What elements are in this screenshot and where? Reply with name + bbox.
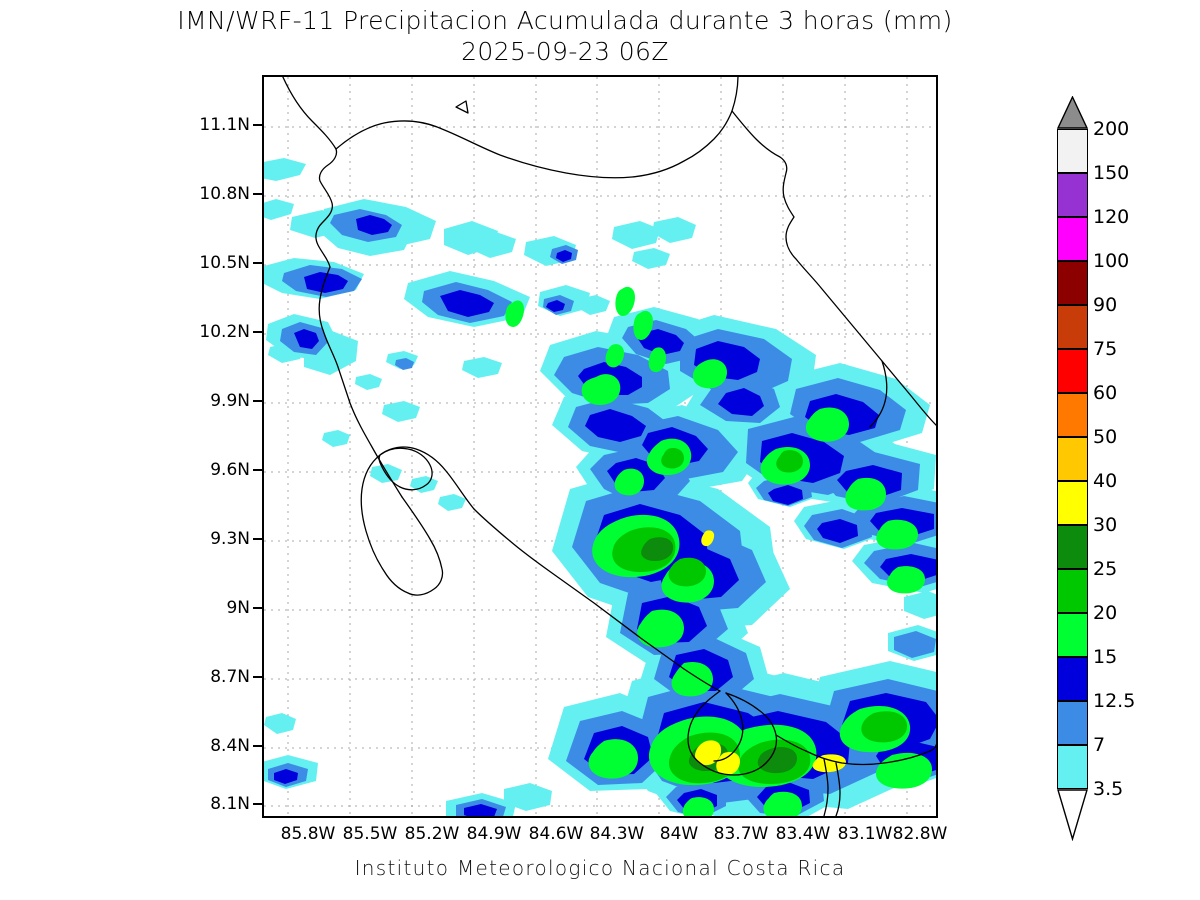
y-tick-10: 8.1N [210, 794, 250, 814]
colorbar-label-25: 25 [1093, 558, 1118, 580]
colorbar-label-30: 30 [1093, 514, 1118, 536]
x-tick-3: 84.9W [466, 824, 522, 844]
colorbar-label-200: 200 [1093, 118, 1130, 140]
colorbar-label-7: 7 [1093, 734, 1106, 756]
colorbar-over-arrow [1057, 96, 1088, 129]
title-line-2: 2025-09-23 06Z [461, 36, 669, 66]
colorbar-cell-20 [1057, 613, 1088, 657]
x-tick-4: 84.6W [528, 824, 584, 844]
x-tick-9: 83.1W [837, 824, 893, 844]
x-tick-8: 83.4W [775, 824, 831, 844]
colorbar-cell-60 [1057, 393, 1088, 437]
colorbar-label-60: 60 [1093, 382, 1118, 404]
y-tickmark-7 [253, 607, 262, 609]
colorbar-label-100: 100 [1093, 250, 1130, 272]
colorbar-cell-7 [1057, 745, 1088, 789]
y-tick-0: 11.1N [199, 115, 250, 135]
colorbar-label-15: 15 [1093, 646, 1118, 668]
colorbar-cell-75 [1057, 349, 1088, 393]
x-tick-6: 84W [659, 824, 699, 844]
x-tick-7: 83.7W [713, 824, 769, 844]
colorbar-label-3.5: 3.5 [1093, 778, 1124, 800]
y-tickmark-9 [253, 745, 262, 747]
colorbar-label-40: 40 [1093, 470, 1118, 492]
y-tick-2: 10.5N [199, 253, 250, 273]
y-tick-1: 10.8N [199, 184, 250, 204]
y-tickmark-0 [253, 124, 262, 126]
colorbar-cell-100 [1057, 261, 1088, 305]
map-plot-area [262, 75, 938, 818]
colorbar-cell-12.5 [1057, 701, 1088, 745]
chart-title: IMN/WRF-11 Precipitacion Acumulada duran… [0, 6, 1130, 67]
y-tickmark-1 [253, 193, 262, 195]
x-tick-10: 82.8W [892, 824, 948, 844]
x-tick-0: 85.8W [280, 824, 336, 844]
y-tick-6: 9.3N [210, 529, 250, 549]
colorbar-cell-150 [1057, 173, 1088, 217]
colorbar-cell-30 [1057, 525, 1088, 569]
y-tick-8: 8.7N [210, 667, 250, 687]
y-tickmark-8 [253, 676, 262, 678]
colorbar-label-120: 120 [1093, 206, 1130, 228]
coastlines [282, 77, 936, 816]
colorbar-label-150: 150 [1093, 162, 1130, 184]
colorbar: 200 150 120 100 90 75 60 50 40 30 25 20 … [1057, 96, 1135, 841]
map-canvas [264, 77, 936, 816]
y-tickmark-5 [253, 469, 262, 471]
y-tickmark-2 [253, 262, 262, 264]
colorbar-label-20: 20 [1093, 602, 1118, 624]
y-tick-9: 8.4N [210, 736, 250, 756]
institution-footer: Instituto Meteorologico Nacional Costa R… [354, 856, 846, 880]
precipitation-map [264, 77, 936, 816]
colorbar-under-arrow [1057, 789, 1088, 841]
y-tickmark-4 [253, 400, 262, 402]
x-tick-2: 85.2W [404, 824, 460, 844]
y-tickmark-10 [253, 803, 262, 805]
colorbar-cell-15 [1057, 657, 1088, 701]
x-tick-5: 84.3W [589, 824, 645, 844]
y-tick-7: 9N [226, 598, 250, 618]
precip-band-30-40 [695, 530, 846, 776]
y-tick-5: 9.6N [210, 460, 250, 480]
colorbar-cell-200 [1057, 129, 1088, 173]
y-tick-4: 9.9N [210, 391, 250, 411]
y-tickmark-3 [253, 331, 262, 333]
colorbar-label-12.5: 12.5 [1093, 690, 1136, 712]
x-tick-1: 85.5W [342, 824, 398, 844]
title-line-1: IMN/WRF-11 Precipitacion Acumulada duran… [177, 6, 953, 35]
colorbar-cell-50 [1057, 437, 1088, 481]
colorbar-label-50: 50 [1093, 426, 1118, 448]
colorbar-label-75: 75 [1093, 338, 1118, 360]
y-tick-3: 10.2N [199, 322, 250, 342]
colorbar-cell-90 [1057, 305, 1088, 349]
colorbar-label-90: 90 [1093, 294, 1118, 316]
y-tickmark-6 [253, 538, 262, 540]
colorbar-cell-120 [1057, 217, 1088, 261]
colorbar-cell-40 [1057, 481, 1088, 525]
colorbar-cell-25 [1057, 569, 1088, 613]
